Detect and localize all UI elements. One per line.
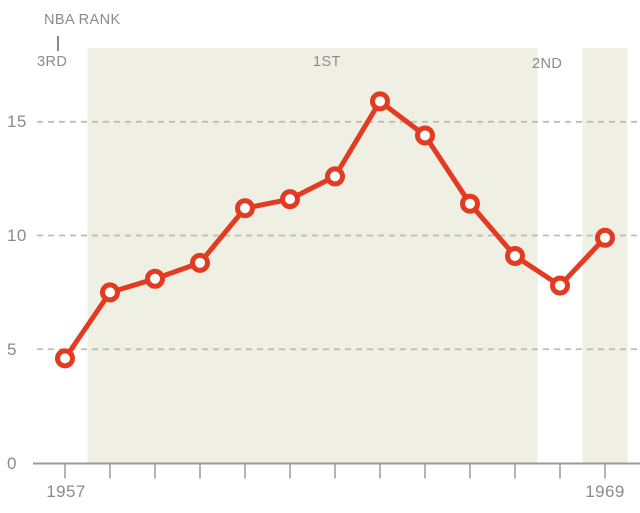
data-point-marker — [55, 348, 75, 369]
data-point-marker — [325, 166, 345, 187]
data-point-marker — [415, 125, 435, 146]
y-axis-tick-label-5: 5 — [7, 340, 17, 359]
rank-band — [87, 48, 538, 463]
data-point-marker — [280, 189, 300, 210]
rank-label-3rd: 3RD — [37, 54, 68, 70]
y-axis-tick-label-0: 0 — [7, 454, 17, 473]
x-axis-tick-label-last-year: 1969 — [585, 482, 625, 501]
data-point-marker — [235, 198, 255, 219]
x-axis-tick-label-first-year: 1957 — [46, 482, 86, 501]
rank-label-1st: 1ST — [313, 54, 341, 70]
annotation-title: NBA RANK — [44, 12, 121, 28]
data-point-marker — [460, 193, 480, 214]
data-point-marker — [145, 268, 165, 289]
data-point-marker — [550, 275, 570, 296]
data-point-marker — [595, 227, 615, 248]
data-point-marker — [100, 282, 120, 303]
y-axis-tick-label-10: 10 — [7, 226, 27, 245]
y-axis-tick-label-15: 15 — [7, 112, 27, 131]
data-point-marker — [505, 246, 525, 267]
rank-label-2nd: 2ND — [532, 56, 563, 72]
data-point-marker — [190, 252, 210, 273]
annotation-pointer-line — [57, 36, 59, 51]
data-point-marker — [370, 91, 390, 112]
